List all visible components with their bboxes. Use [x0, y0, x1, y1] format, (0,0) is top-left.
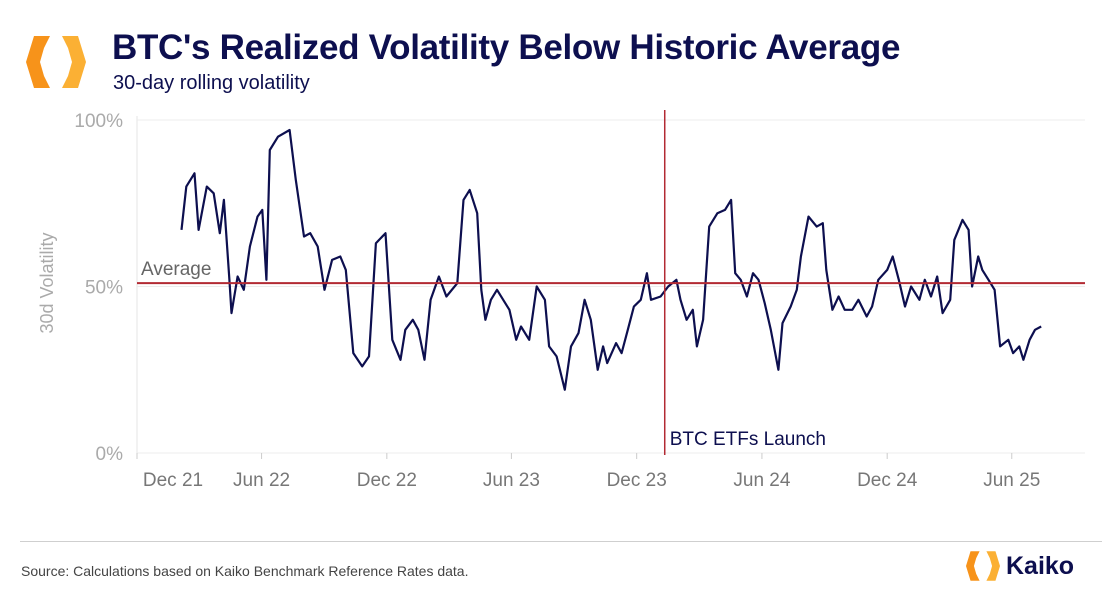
kaiko-brand-icon [966, 551, 1000, 581]
x-tick-label: Dec 24 [857, 470, 918, 491]
y-axis: 0% 50% 100% [74, 111, 123, 465]
x-tick-label: Jun 25 [983, 470, 1040, 491]
x-tick-label: Jun 23 [483, 470, 540, 491]
kaiko-logo-icon [26, 36, 86, 88]
volatility-line [180, 128, 1042, 391]
x-axis: Dec 21 Jun 22 Dec 22 Jun 23 Dec 23 Jun 24 Dec … [136, 453, 1040, 491]
average-label: Average [141, 259, 211, 280]
x-tick-label: Jun 22 [233, 470, 290, 491]
y-axis-label: 30d Volatility [37, 232, 57, 333]
etf-launch-label: BTC ETFs Launch [670, 429, 826, 450]
x-tick-label: Jun 24 [733, 470, 790, 491]
x-tick-label: Dec 21 [143, 470, 203, 491]
y-tick-label: 0% [96, 444, 124, 465]
gridlines [136, 116, 1085, 454]
y-tick-label: 50% [85, 278, 123, 299]
chart-title: BTC's Realized Volatility Below Historic… [112, 28, 901, 67]
chart-subtitle: 30-day rolling volatility [113, 72, 310, 94]
y-tick-label: 100% [74, 111, 123, 132]
brand-name: Kaiko [1006, 551, 1075, 580]
x-tick-label: Dec 23 [607, 470, 667, 491]
x-tick-label: Dec 22 [357, 470, 417, 491]
kaiko-brand: Kaiko [966, 550, 1074, 582]
footer-divider [20, 541, 1102, 542]
source-note: Source: Calculations based on Kaiko Benc… [21, 563, 469, 579]
